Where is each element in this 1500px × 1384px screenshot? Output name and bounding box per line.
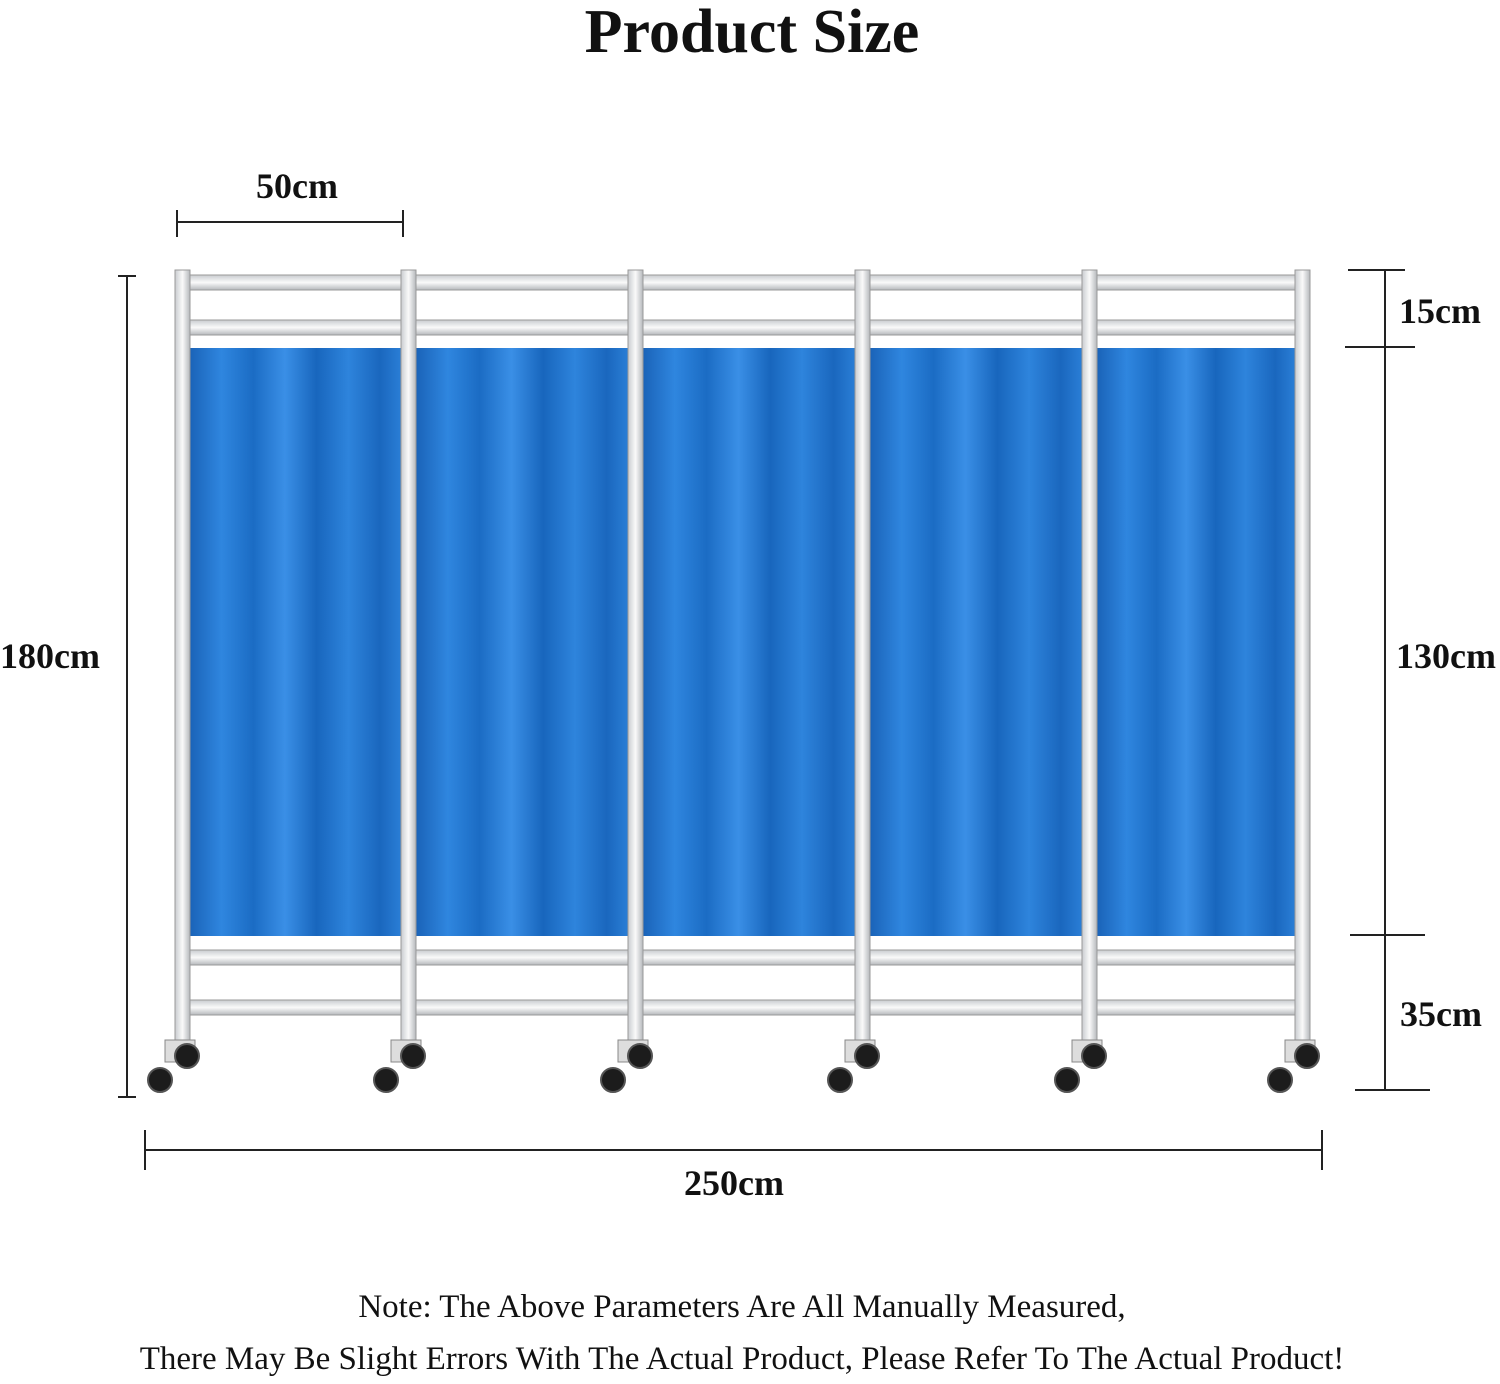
top-section-label: 15cm (1399, 291, 1481, 331)
note-line: There May Be Slight Errors With The Actu… (140, 1341, 1345, 1377)
dimension-lines (118, 210, 1430, 1170)
curtain (416, 348, 628, 936)
rail (189, 999, 402, 1016)
wheel (627, 1043, 653, 1069)
rail (1096, 319, 1296, 336)
total-width-label: 250cm (684, 1163, 784, 1203)
rail (642, 274, 856, 291)
post (1081, 269, 1098, 1041)
rail (869, 949, 1083, 966)
rail (415, 949, 629, 966)
post (627, 269, 644, 1041)
rail (869, 319, 1083, 336)
post (174, 269, 191, 1041)
wheel (1267, 1067, 1293, 1093)
wheel (854, 1043, 880, 1069)
note-line: Note: The Above Parameters Are All Manua… (358, 1289, 1125, 1325)
post (1294, 269, 1311, 1041)
wheel (827, 1067, 853, 1093)
rail (642, 319, 856, 336)
rail (1096, 949, 1296, 966)
rail (1096, 274, 1296, 291)
post (400, 269, 417, 1041)
curtain (643, 348, 855, 936)
rail (642, 999, 856, 1016)
bottom-section-label: 35cm (1400, 994, 1482, 1034)
wheel (147, 1067, 173, 1093)
rail (189, 949, 402, 966)
wheel (600, 1067, 626, 1093)
rail (189, 319, 402, 336)
wheel (1294, 1043, 1320, 1069)
panel-width-label: 50cm (256, 166, 338, 206)
rail (415, 999, 629, 1016)
curtain (870, 348, 1082, 936)
rail (415, 319, 629, 336)
curtain-height-label: 130cm (1396, 636, 1496, 676)
post (854, 269, 871, 1041)
wheel (373, 1067, 399, 1093)
rail (869, 274, 1083, 291)
wheel (174, 1043, 200, 1069)
total-height-label: 180cm (0, 636, 100, 676)
wheel (1054, 1067, 1080, 1093)
rail (869, 999, 1083, 1016)
rail (642, 949, 856, 966)
wheel (1081, 1043, 1107, 1069)
wheel (400, 1043, 426, 1069)
curtain (190, 348, 401, 936)
rail (189, 274, 402, 291)
rail (1096, 999, 1296, 1016)
title: Product Size (585, 0, 920, 66)
folding-screen (147, 269, 1320, 1093)
curtain (1097, 348, 1295, 936)
rail (415, 274, 629, 291)
